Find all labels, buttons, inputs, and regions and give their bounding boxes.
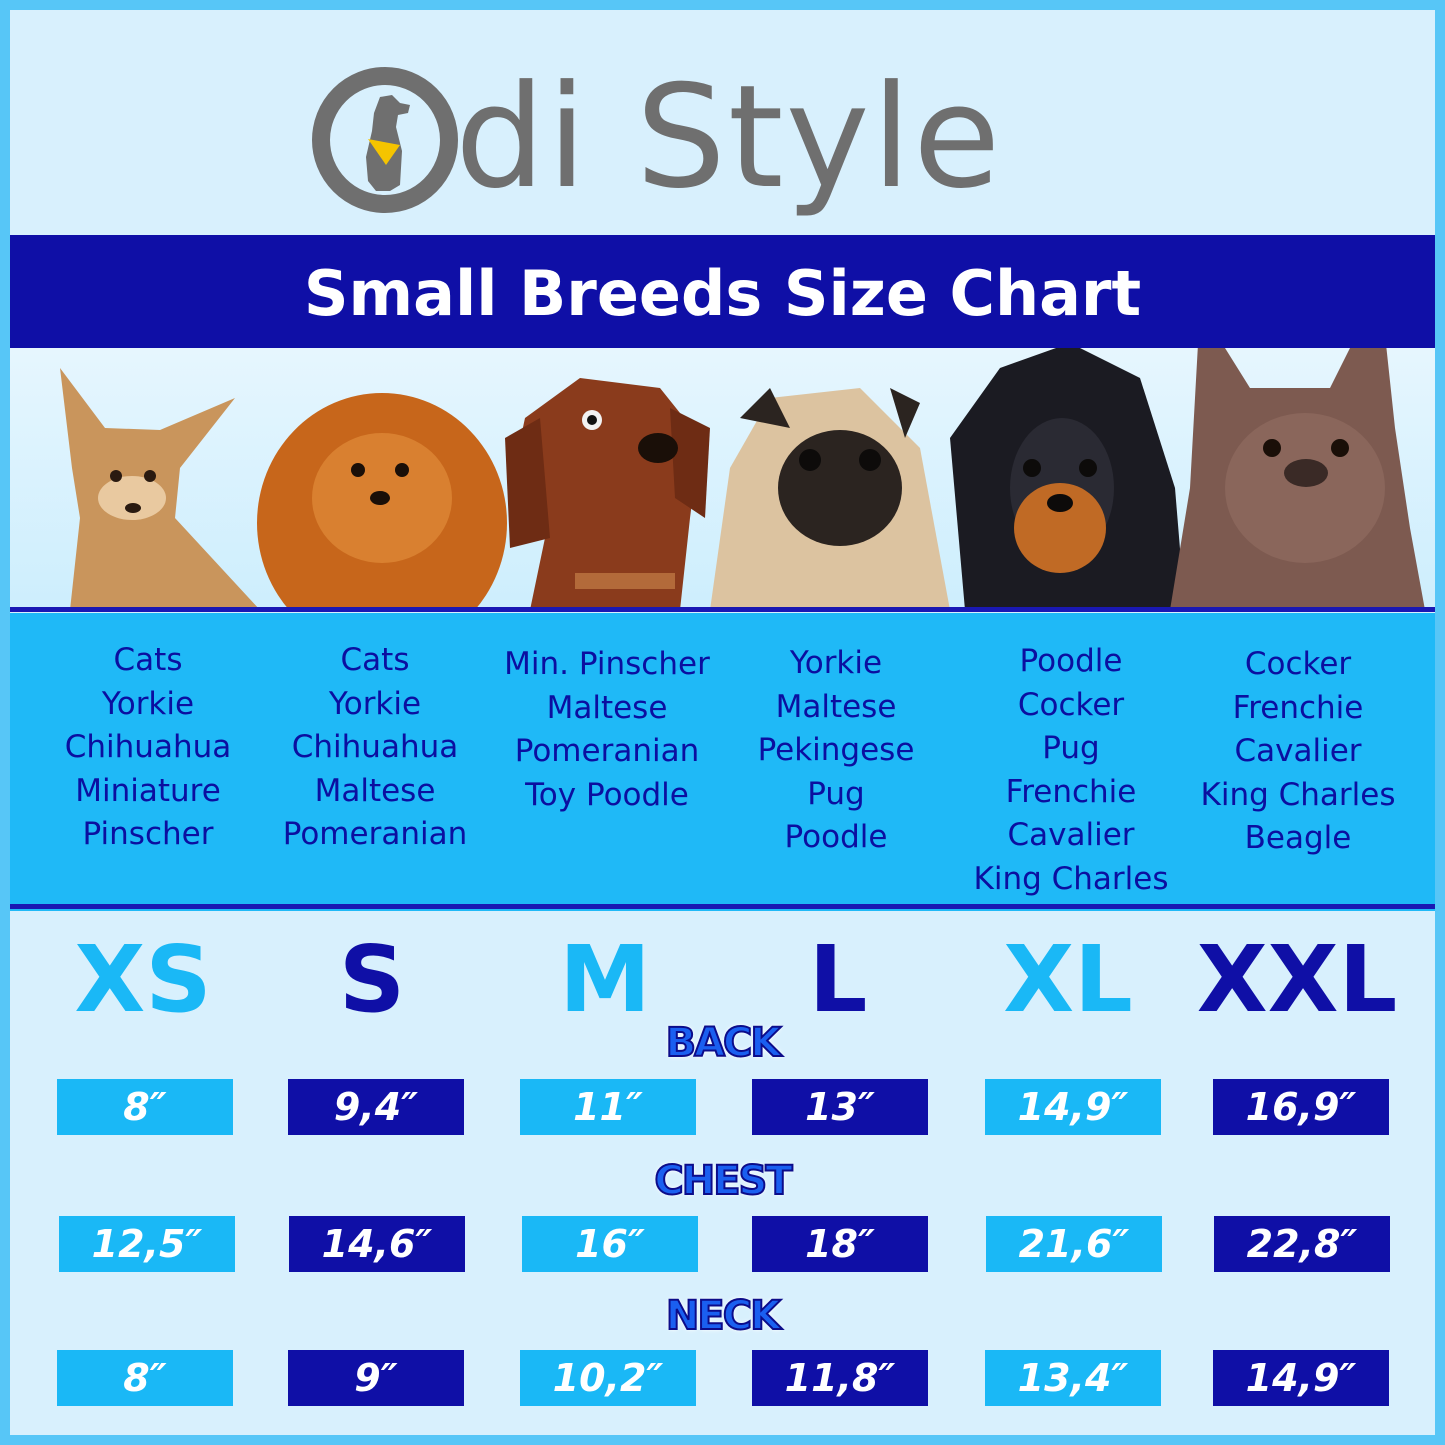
size-label-xxl: XXL <box>1196 926 1398 1033</box>
breed-name: Cocker <box>1017 686 1125 723</box>
breed-list-l: Yorkie Maltese Pekingese Pug Poodle <box>721 642 951 860</box>
size-label-s: S <box>338 926 406 1033</box>
breed-name: Cats <box>340 642 410 678</box>
neck-value-xxl: 14,9″ <box>1213 1350 1389 1406</box>
back-value-m: 11″ <box>520 1079 696 1135</box>
chest-value-xl: 21,6″ <box>986 1216 1162 1272</box>
neck-value-s: 9″ <box>288 1350 464 1406</box>
dog-photo-strip <box>10 348 1435 610</box>
back-value-xl: 14,9″ <box>985 1079 1161 1135</box>
neck-value-xl: 13,4″ <box>985 1350 1161 1406</box>
chihuahua-image <box>60 368 260 610</box>
chest-value-xxl: 22,8″ <box>1214 1216 1390 1272</box>
breed-list-m: Min. Pinscher Maltese Pomeranian Toy Poo… <box>492 643 722 817</box>
brand-name: di Style <box>455 55 1003 220</box>
breeds-panel: Cats Yorkie Chihuahua Miniature Pinscher… <box>10 613 1435 911</box>
pug-image <box>710 388 950 610</box>
size-label-m: M <box>559 926 651 1033</box>
breed-list-xxl: Cocker Frenchie Cavalier King Charles Be… <box>1183 643 1413 861</box>
page-title: Small Breeds Size Chart <box>303 257 1142 330</box>
breed-name: Pinscher <box>82 816 214 852</box>
breed-name: Pomeranian <box>282 816 468 852</box>
breed-name: Yorkie <box>789 645 883 681</box>
breed-name: Beagle <box>1244 820 1352 856</box>
measurement-title-back: BACK <box>665 1019 783 1067</box>
breed-name: Pomeranian <box>514 733 700 769</box>
chest-value-l: 18″ <box>752 1216 928 1272</box>
neck-value-xs: 8″ <box>57 1350 233 1406</box>
chest-value-xs: 12,5″ <box>59 1216 235 1272</box>
breed-name: King Charles <box>973 860 1169 897</box>
back-value-xxl: 16,9″ <box>1213 1079 1389 1135</box>
dachshund-image <box>505 378 710 610</box>
breed-name: Cocker <box>1244 646 1352 682</box>
breed-name: Cats <box>113 642 183 678</box>
breed-name: Cavalier <box>1234 733 1362 769</box>
breed-name: Toy Poodle <box>525 776 689 813</box>
breed-name: Pug <box>807 775 865 812</box>
brand-logo: di Style <box>10 55 1435 240</box>
breed-name: Yorkie <box>101 685 195 722</box>
breed-name: Pekingese <box>757 732 915 768</box>
breed-name: Poodle <box>1019 643 1123 679</box>
breed-name: Miniature <box>75 772 221 809</box>
chest-value-m: 16″ <box>522 1216 698 1272</box>
french-bulldog-image <box>1170 348 1425 610</box>
breed-name: Maltese <box>546 689 668 726</box>
back-value-xs: 8″ <box>57 1079 233 1135</box>
divider-top <box>10 607 1435 612</box>
size-label-l: L <box>808 926 868 1033</box>
breed-name: Pug <box>1042 730 1100 766</box>
breed-name: Maltese <box>775 688 897 725</box>
back-value-s: 9,4″ <box>288 1079 464 1135</box>
pomeranian-image <box>257 393 507 610</box>
breed-name: Cavalier <box>1007 817 1135 853</box>
chest-value-s: 14,6″ <box>289 1216 465 1272</box>
breed-name: King Charles <box>1200 776 1396 813</box>
size-chart-frame: di Style Small Breeds Size Chart <box>10 10 1435 1435</box>
back-value-l: 13″ <box>752 1079 928 1135</box>
breed-list-xl: Poodle Cocker Pug Frenchie Cavalier King… <box>956 640 1186 901</box>
breed-name: Frenchie <box>1005 773 1137 810</box>
breed-name: Maltese <box>314 772 436 809</box>
divider-bottom <box>10 904 1435 909</box>
neck-value-m: 10,2″ <box>520 1350 696 1406</box>
size-label-xl: XL <box>1003 926 1133 1033</box>
measurement-title-neck: NECK <box>665 1292 782 1340</box>
breed-list-s: Cats Yorkie Chihuahua Maltese Pomeranian <box>260 639 490 857</box>
title-band: Small Breeds Size Chart <box>10 235 1435 348</box>
breed-name: Chihuahua <box>64 729 232 765</box>
breed-name: Yorkie <box>328 685 422 722</box>
breed-list-xs: Cats Yorkie Chihuahua Miniature Pinscher <box>33 639 263 857</box>
dog-logo-icon <box>312 67 458 213</box>
breed-name: Min. Pinscher <box>504 646 710 682</box>
cavalier-king-charles-image <box>950 348 1185 610</box>
breed-name: Chihuahua <box>291 729 459 765</box>
breed-name: Poodle <box>784 819 888 855</box>
size-label-xs: XS <box>74 926 212 1033</box>
measurement-title-chest: CHEST <box>653 1157 793 1205</box>
breed-name: Frenchie <box>1232 689 1364 726</box>
neck-value-l: 11,8″ <box>752 1350 928 1406</box>
